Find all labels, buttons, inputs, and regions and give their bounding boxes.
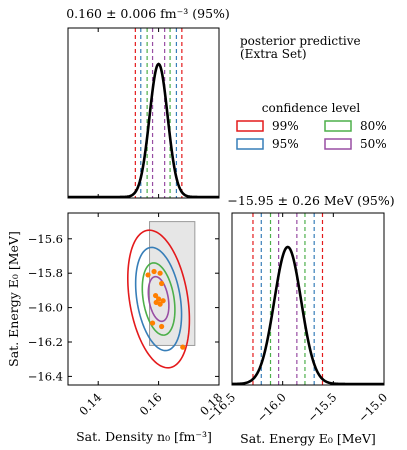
joint-x-tick-label: 0.16 [137, 390, 165, 418]
legend-entry-80: 80% [360, 119, 387, 133]
ab-initio-point [180, 344, 186, 350]
energy-marginal-panel: −15.95 ± 0.26 MeV (95%) −16.5 −16.0 −15.5−… [203, 193, 394, 446]
energy-x-axis-label: Sat. Energy E₀ [MeV] [240, 431, 376, 446]
ab-initio-point [159, 280, 165, 287]
ab-initio-point [145, 272, 151, 278]
confidence-ellipse-80 [141, 262, 176, 336]
density-marginal-panel: 0.160 ± 0.006 fm⁻³ (95%) [66, 6, 230, 199]
legend-swatch-99 [236, 120, 264, 132]
ab-initio-point [160, 298, 166, 304]
legend-posterior-label-line1: posterior predictive [240, 34, 361, 48]
confidence-ellipse-99 [126, 229, 191, 369]
legend-entry-50: 50% [360, 137, 387, 151]
legend-swatch-80 [324, 120, 352, 132]
joint-y-tick-label: −16.0 [28, 301, 63, 315]
ab-initio-point [149, 320, 156, 326]
joint-y-tick-label: −15.6 [28, 232, 63, 246]
energy-panel-title: −15.95 ± 0.26 MeV (95%) [227, 193, 394, 208]
legend-swatch-95 [236, 138, 264, 150]
ab-initio-point [157, 270, 163, 276]
legend-posterior-label-line2: (Extra Set) [240, 47, 307, 61]
joint-x-axis-label: Sat. Density n₀ [fm⁻³] [76, 429, 212, 444]
energy-panel-frame [231, 212, 385, 386]
joint-y-tick-label: −15.8 [28, 266, 63, 280]
density-panel-frame [67, 27, 220, 199]
joint-x-tick-label: 0.14 [76, 390, 104, 418]
legend-title: confidence level [262, 101, 361, 115]
legend: posterior predictive (Extra Set) confide… [236, 34, 387, 151]
ab-initio-point [153, 299, 159, 306]
density-panel-title: 0.160 ± 0.006 fm⁻³ (95%) [66, 6, 230, 21]
joint-panel: 0.14 0.16 0.18−15.6−15.8−16.0−16.2−16.4 Sa… [6, 212, 225, 444]
energy-x-tick-label: −16.0 [254, 390, 289, 425]
confidence-ellipse-95 [134, 246, 183, 352]
legend-entry-99: 99% [272, 119, 299, 133]
energy-x-tick-label: −15.5 [305, 390, 340, 425]
joint-y-tick-label: −16.2 [28, 335, 63, 349]
joint-y-axis-label: Sat. Energy E₀ [MeV] [6, 231, 21, 367]
legend-entry-95: 95% [272, 137, 299, 151]
joint-y-tick-label: −16.4 [28, 369, 63, 383]
ab-initio-point [152, 292, 159, 299]
density-posterior-curve [68, 62, 219, 199]
energy-posterior-curve [232, 245, 384, 386]
legend-swatch-50 [324, 138, 352, 150]
energy-x-tick-label: −15.0 [355, 390, 390, 425]
joint-panel-frame [67, 212, 220, 386]
ab-initio-point [157, 301, 163, 307]
ab-initio-point [151, 268, 157, 275]
ab-initio-point [159, 323, 165, 330]
